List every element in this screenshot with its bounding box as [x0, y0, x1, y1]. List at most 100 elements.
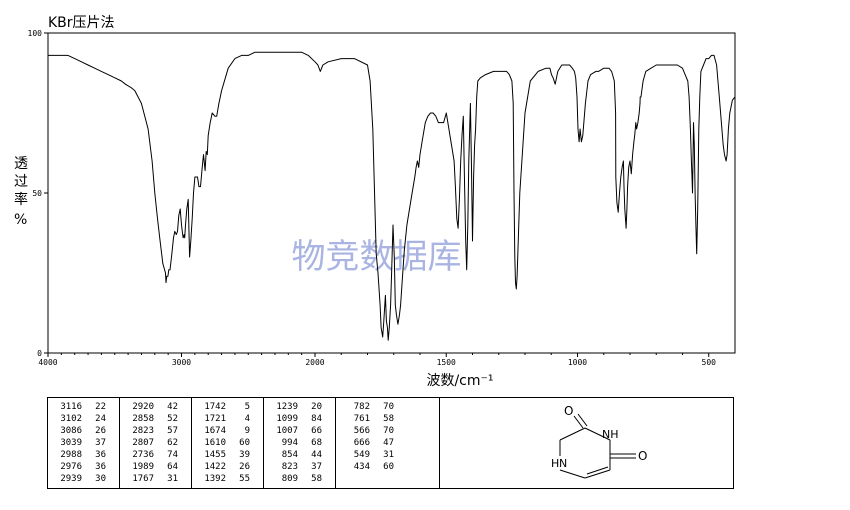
- peak-row: 2807 62: [120, 437, 191, 449]
- peak-table-column: 2920 42 2858 52 2823 57 2807 62 2736 74 1989 64 1767…: [120, 398, 192, 488]
- peak-row: 1989 64: [120, 461, 191, 473]
- peak-row: 1674 9: [192, 425, 263, 437]
- x-axis-label: 波数/cm⁻¹: [426, 373, 493, 389]
- peak-transmittance: 20: [311, 402, 322, 412]
- y-tick-label: 100: [28, 29, 43, 38]
- peak-wavenumber: 809: [281, 474, 298, 484]
- peak-wavenumber: 1099: [276, 414, 298, 424]
- peak-row: 1007 66: [264, 425, 335, 437]
- peak-row: 1610 60: [192, 437, 263, 449]
- bond: [577, 413, 588, 427]
- peak-wavenumber: 1239: [276, 402, 298, 412]
- peak-wavenumber: 666: [353, 438, 370, 448]
- peak-transmittance: 26: [95, 426, 106, 436]
- peak-row: 1767 31: [120, 473, 191, 485]
- peak-transmittance: 60: [239, 438, 250, 448]
- peak-wavenumber: 2920: [132, 402, 154, 412]
- peak-wavenumber: 566: [353, 426, 370, 436]
- x-tick-label: 1000: [568, 358, 587, 367]
- peak-row: 761 58: [336, 413, 439, 425]
- peak-transmittance: 24: [95, 414, 106, 424]
- peak-wavenumber: 3116: [60, 402, 82, 412]
- peak-transmittance: 55: [239, 474, 250, 484]
- peak-row: 1239 20: [264, 401, 335, 413]
- peak-wavenumber: 2858: [132, 414, 154, 424]
- spectrum-line: [48, 51, 736, 341]
- peak-transmittance: 22: [95, 402, 106, 412]
- peak-wavenumber: 782: [353, 402, 370, 412]
- peak-transmittance: 44: [311, 450, 322, 460]
- peak-wavenumber: 1742: [204, 402, 226, 412]
- peak-row: 823 37: [264, 461, 335, 473]
- x-tick-label: 3000: [172, 358, 191, 367]
- peak-transmittance: 58: [311, 474, 322, 484]
- bond: [586, 466, 609, 475]
- y-axis-label: 透过率%: [14, 156, 28, 228]
- peak-row: 2976 36: [48, 461, 119, 473]
- peak-wavenumber: 2988: [60, 450, 82, 460]
- chart-title: KBr压片法: [48, 15, 115, 31]
- peak-table-column: 1239 20 1099 84 1007 66 994 68 854 44 823 37 809 58: [264, 398, 336, 488]
- uracil-structure-drawing: O NH HN O: [551, 404, 647, 479]
- peak-wavenumber: 2807: [132, 438, 154, 448]
- peak-row: 3086 26: [48, 425, 119, 437]
- bond: [559, 469, 586, 479]
- peak-row: 434 60: [336, 461, 439, 473]
- peak-transmittance: 31: [167, 474, 178, 484]
- peak-transmittance: 36: [95, 450, 106, 460]
- peak-transmittance: 5: [244, 402, 250, 412]
- peak-transmittance: 26: [239, 462, 250, 472]
- peak-row: 1422 26: [192, 461, 263, 473]
- peak-wavenumber: 1392: [204, 474, 226, 484]
- peak-wavenumber: 1422: [204, 462, 226, 472]
- peak-wavenumber: 1674: [204, 426, 226, 436]
- peak-transmittance: 68: [311, 438, 322, 448]
- atom-label: O: [638, 449, 647, 463]
- peak-transmittance: 60: [383, 462, 394, 472]
- peak-wavenumber: 2736: [132, 450, 154, 460]
- bond: [584, 469, 611, 479]
- bond: [559, 427, 586, 441]
- peak-row: 2939 30: [48, 473, 119, 485]
- peak-row: 1455 39: [192, 449, 263, 461]
- peak-transmittance: 9: [244, 426, 250, 436]
- peak-row: 2858 52: [120, 413, 191, 425]
- peak-wavenumber: 761: [353, 414, 370, 424]
- peak-transmittance: 66: [311, 426, 322, 436]
- peak-wavenumber: 549: [353, 450, 370, 460]
- peak-wavenumber: 1767: [132, 474, 154, 484]
- peak-row: 2823 57: [120, 425, 191, 437]
- atom-label: NH: [602, 428, 619, 441]
- peak-row: 994 68: [264, 437, 335, 449]
- peak-wavenumber: 1455: [204, 450, 226, 460]
- peak-wavenumber: 1610: [204, 438, 226, 448]
- molecule-structure: O NH HN O: [440, 398, 733, 488]
- peak-wavenumber: 854: [281, 450, 298, 460]
- peak-wavenumber: 994: [281, 438, 298, 448]
- peak-transmittance: 4: [244, 414, 250, 424]
- y-tick-label: 0: [37, 349, 42, 358]
- peak-wavenumber: 2823: [132, 426, 154, 436]
- peak-transmittance: 70: [383, 426, 394, 436]
- peak-row: 549 31: [336, 449, 439, 461]
- peak-transmittance: 58: [383, 414, 394, 424]
- peak-row: 3039 37: [48, 437, 119, 449]
- peak-transmittance: 52: [167, 414, 178, 424]
- peak-transmittance: 62: [167, 438, 178, 448]
- peak-row: 3102 24: [48, 413, 119, 425]
- peak-transmittance: 39: [239, 450, 250, 460]
- peak-row: 809 58: [264, 473, 335, 485]
- peak-wavenumber: 1721: [204, 414, 226, 424]
- peak-table: 3116 22 3102 24 3086 26 3039 37 2988 36 2976 36 2939…: [47, 397, 734, 489]
- atom-label: HN: [551, 457, 567, 470]
- peak-transmittance: 37: [95, 438, 106, 448]
- peak-row: 566 70: [336, 425, 439, 437]
- bond: [584, 427, 611, 441]
- peak-table-column: 782 70 761 58 566 70 666 47 549 31 434 60: [336, 398, 440, 488]
- peak-table-column: 1742 5 1721 4 1674 9 1610 60 1455 39 1422 26 1392 55: [192, 398, 264, 488]
- peak-wavenumber: 3102: [60, 414, 82, 424]
- peak-wavenumber: 3086: [60, 426, 82, 436]
- peak-transmittance: 57: [167, 426, 178, 436]
- peak-wavenumber: 1007: [276, 426, 298, 436]
- peak-row: 854 44: [264, 449, 335, 461]
